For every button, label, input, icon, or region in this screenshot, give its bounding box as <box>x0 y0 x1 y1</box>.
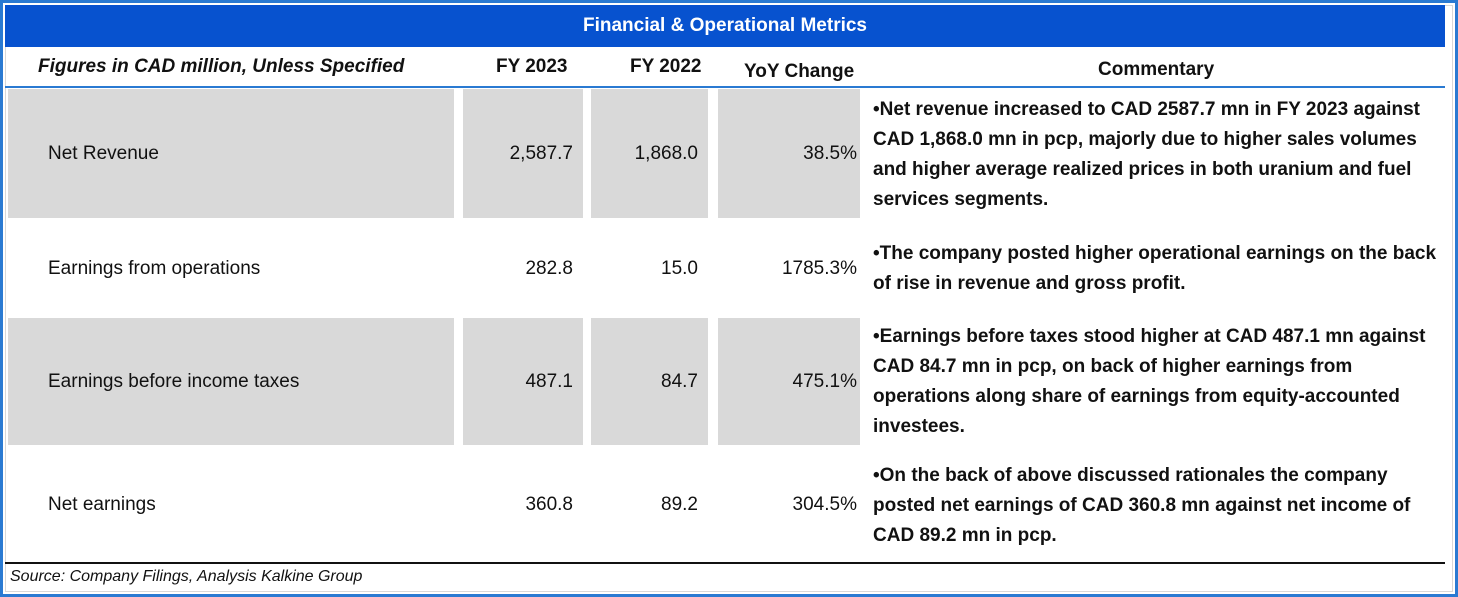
row-commentary: •The company posted higher operational e… <box>873 243 1437 294</box>
row-shade <box>8 89 454 218</box>
cell-fy2022: 84.7 <box>661 370 698 392</box>
row-shade <box>718 318 860 445</box>
header-label: Figures in CAD million, Unless Specified <box>38 56 405 77</box>
cell-fy2023: 2,587.7 <box>509 142 573 164</box>
cell-fy2023: 360.8 <box>525 494 573 515</box>
row-commentary: •Earnings before taxes stood higher at C… <box>873 326 1426 437</box>
cell-fy2022: 15.0 <box>661 258 698 279</box>
cell-yoy: 38.5% <box>803 142 857 164</box>
row-label: Net earnings <box>48 494 156 515</box>
cell-yoy: 304.5% <box>792 494 857 515</box>
cell-fy2023: 282.8 <box>525 258 573 279</box>
cell-fy2022: 1,868.0 <box>634 142 698 164</box>
row-shade <box>591 318 708 445</box>
header-commentary: Commentary <box>1098 59 1215 80</box>
row-commentary: •On the back of above discussed rational… <box>873 465 1411 546</box>
header-yoy: YoY Change <box>744 61 855 82</box>
cell-fy2022: 89.2 <box>661 494 698 515</box>
header-fy2023: FY 2023 <box>496 56 568 77</box>
row-label: Earnings from operations <box>48 258 261 279</box>
row-label: Net Revenue <box>48 142 159 164</box>
row-label: Earnings before income taxes <box>48 370 300 392</box>
row-shade <box>8 318 454 445</box>
cell-yoy: 475.1% <box>792 370 857 392</box>
header-fy2022: FY 2022 <box>630 56 702 77</box>
row-commentary: •Net revenue increased to CAD 2587.7 mn … <box>873 99 1420 210</box>
row-shade <box>591 89 708 218</box>
row-shade <box>463 89 583 218</box>
footer-divider <box>5 562 1445 564</box>
cell-yoy: 1785.3% <box>781 258 857 279</box>
cell-fy2023: 487.1 <box>525 370 573 392</box>
table-title: Financial & Operational Metrics <box>5 5 1445 47</box>
source-note: Source: Company Filings, Analysis Kalkin… <box>10 568 363 585</box>
row-shade <box>463 318 583 445</box>
row-shade <box>718 89 860 218</box>
header-divider <box>5 86 1445 88</box>
